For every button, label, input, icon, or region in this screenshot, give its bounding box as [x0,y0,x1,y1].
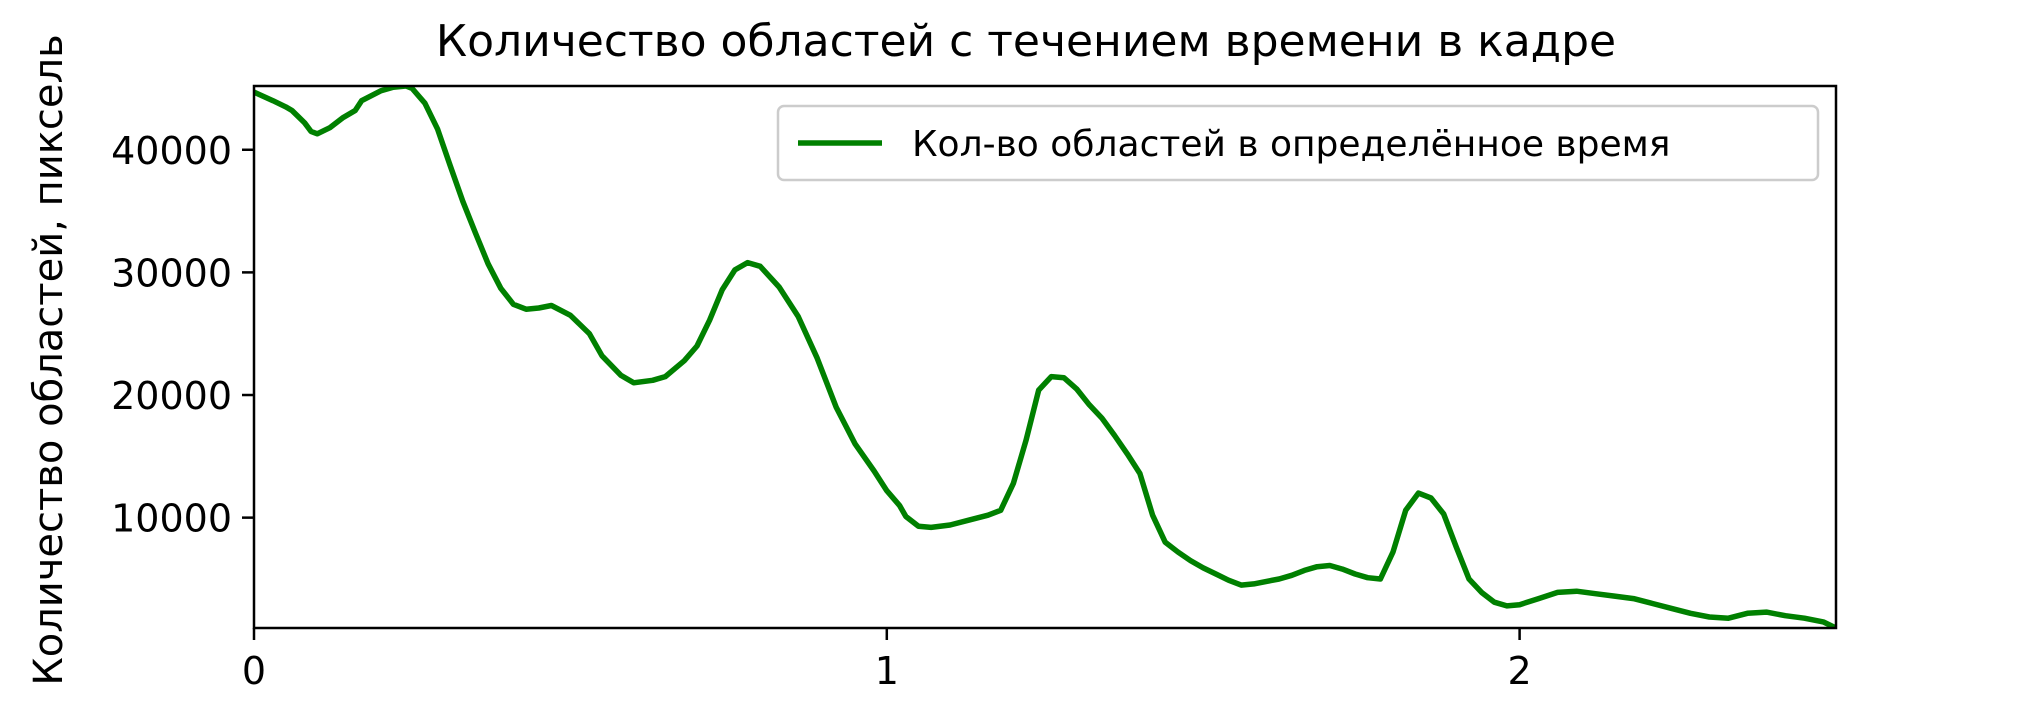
y-tick-label: 10000 [111,497,232,541]
legend: Кол-во областей в определённое время [776,104,1820,182]
x-tick-label: 1 [875,649,899,693]
legend-label: Кол-во областей в определённое время [912,124,1670,165]
x-tick-label: 2 [1508,649,1532,693]
x-tick-label: 0 [242,649,266,693]
plot-area: 0 1 2 10000 20000 30000 40000 Кол-во областей в… [111,84,1838,693]
y-tick-label: 30000 [111,251,232,295]
y-tick-label: 40000 [111,129,232,173]
series-line-0 [254,86,1836,628]
plot-frame [252,84,1838,630]
y-axis-label: Количество областей, пиксель [26,34,72,685]
y-tick-label: 20000 [111,374,232,418]
legend-box [776,104,1820,182]
chart-title: Количество областей с течением времени в… [436,16,1616,67]
